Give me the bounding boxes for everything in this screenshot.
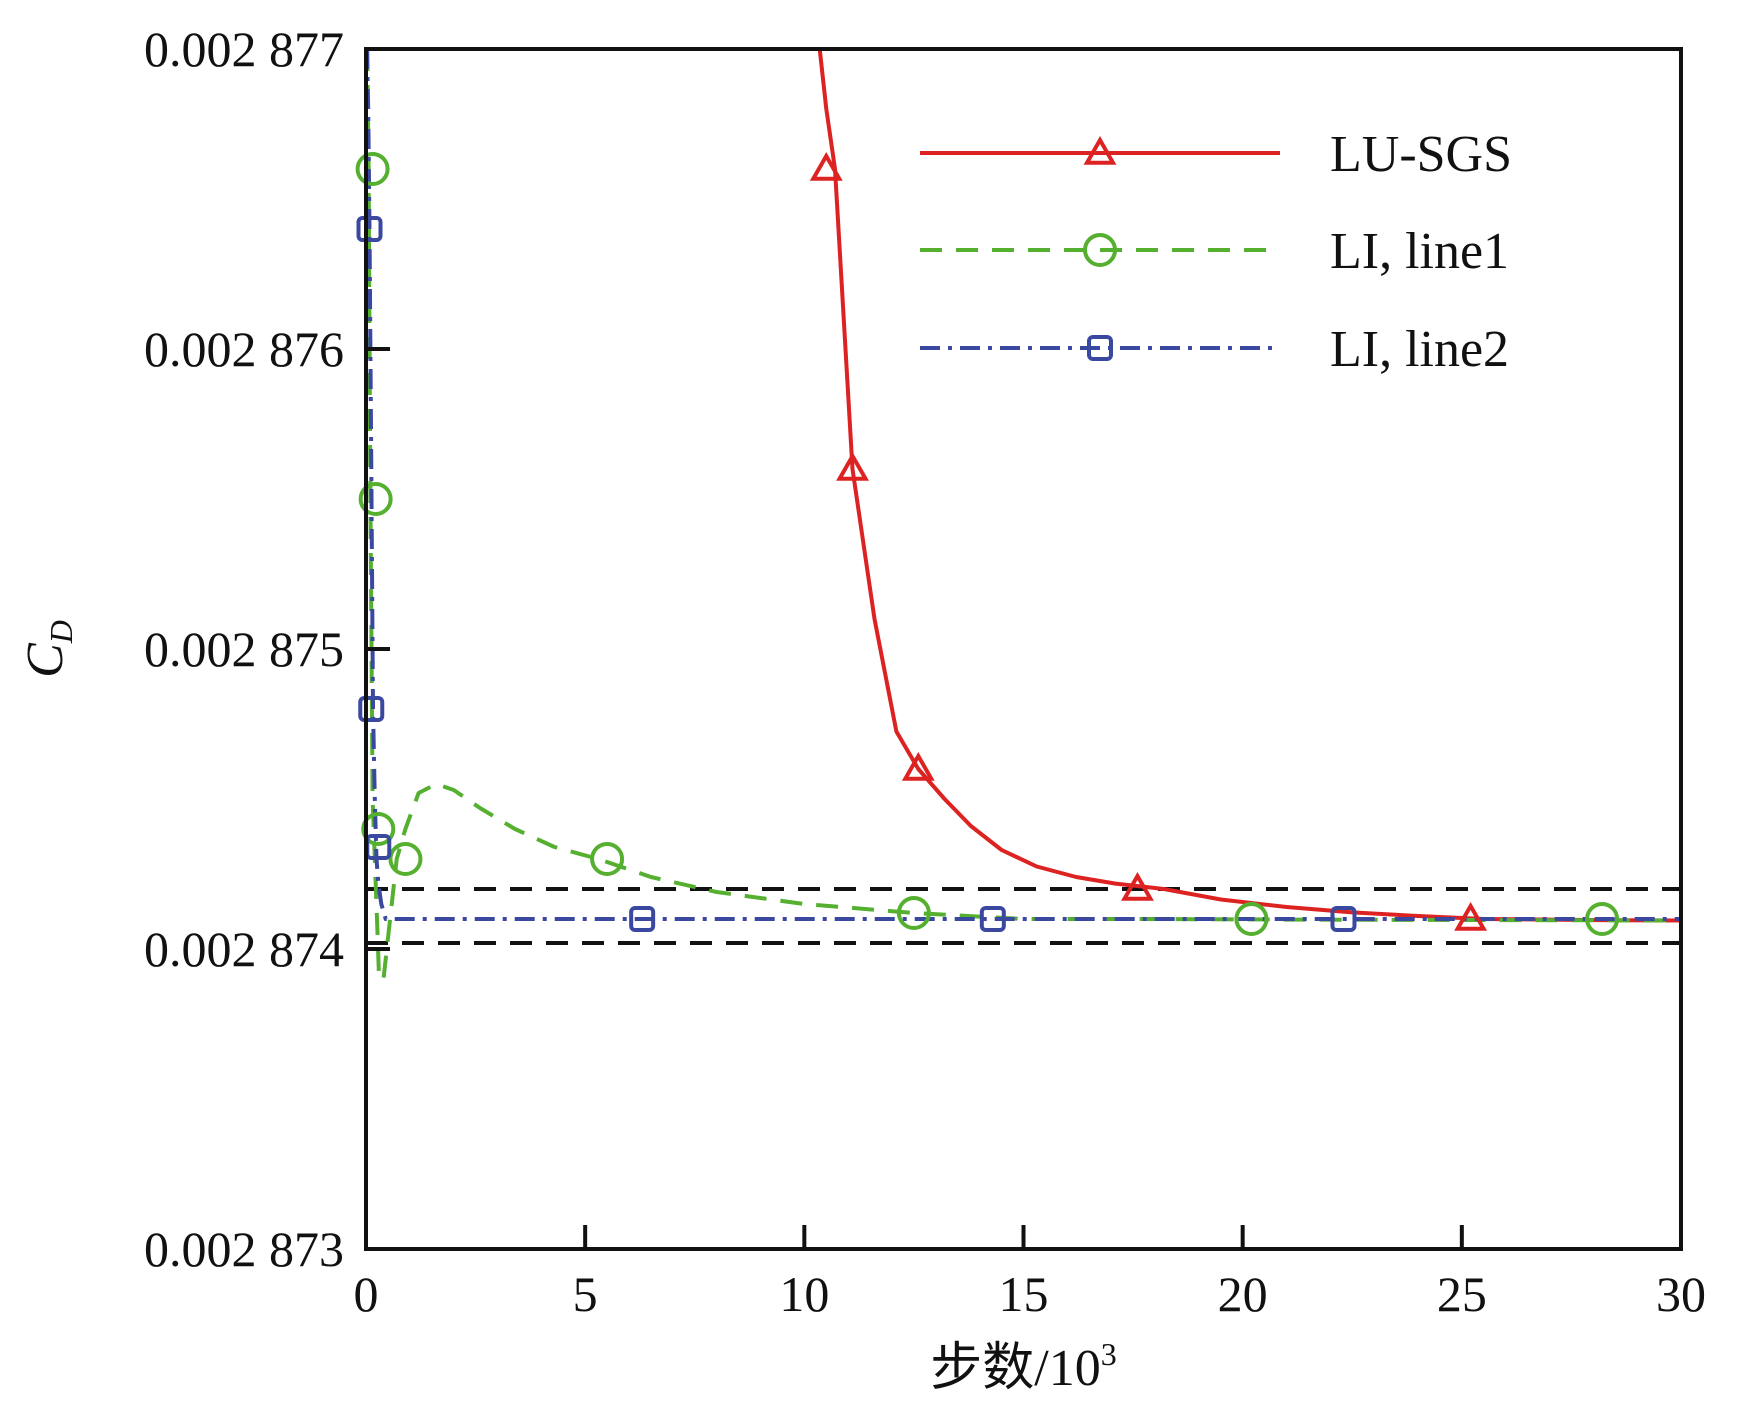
y-axis-title: CD — [17, 620, 79, 678]
series-2-marker — [355, 152, 390, 186]
legend: LU-SGS LI, line1 LI, line2 — [920, 126, 1512, 378]
series-1-marker — [901, 751, 935, 781]
markers-layer — [355, 151, 1620, 936]
series-2-marker — [1234, 902, 1269, 936]
legend-label: LU-SGS — [1330, 126, 1512, 183]
x-tick-label: 25 — [1437, 1266, 1487, 1322]
x-axis-title-superscript: 3 — [1101, 1336, 1117, 1372]
reference-lines — [366, 887, 1681, 945]
series-2-marker — [1585, 902, 1620, 936]
series-3-marker — [1330, 906, 1357, 932]
x-tick-label: 5 — [573, 1266, 598, 1322]
x-tick-label: 0 — [354, 1266, 379, 1322]
series-line-3 — [366, 49, 1681, 921]
x-tick-label: 20 — [1218, 1266, 1268, 1322]
series-1-marker — [809, 151, 843, 181]
y-axis-ticks: 0.002 873 0.002 874 0.002 875 0.002 876 0.00… — [144, 21, 390, 1277]
series-1-marker — [1121, 871, 1154, 901]
series-3-marker — [629, 906, 656, 932]
legend-entry: LI, line1 — [920, 223, 1509, 280]
series-layer — [366, 49, 1681, 981]
legend-marker — [1087, 335, 1113, 361]
series-2-marker — [590, 842, 625, 876]
y-tick-label: 0.002 873 — [144, 1221, 344, 1277]
y-axis-title-text: C — [17, 642, 74, 678]
series-2-marker — [388, 842, 423, 876]
series-3-marker — [979, 906, 1006, 932]
y-tick-label: 0.002 876 — [144, 321, 344, 377]
x-axis-title-text: 步数/10 — [930, 1340, 1100, 1397]
series-1-marker — [836, 451, 869, 481]
x-tick-label: 15 — [999, 1266, 1049, 1322]
legend-entry: LU-SGS — [920, 126, 1512, 183]
legend-entry: LI, line2 — [920, 321, 1509, 378]
series-3-marker — [356, 216, 383, 242]
legend-marker — [1083, 233, 1117, 267]
series-3-marker — [358, 696, 385, 722]
x-axis-title: 步数/103 — [930, 1336, 1116, 1397]
x-axis-ticks: 0 5 10 15 20 25 30 — [354, 1225, 1706, 1322]
series-2-marker — [361, 812, 396, 846]
y-tick-label: 0.002 874 — [144, 921, 344, 977]
x-tick-label: 10 — [779, 1266, 829, 1322]
legend-marker — [1083, 135, 1117, 165]
series-1-marker — [1454, 901, 1488, 931]
legend-label: LI, line1 — [1330, 223, 1509, 280]
x-tick-label: 30 — [1656, 1266, 1706, 1322]
legend-label: LI, line2 — [1330, 321, 1509, 378]
series-2-marker — [896, 896, 931, 930]
y-tick-label: 0.002 877 — [144, 21, 344, 77]
y-axis-title-subscript: D — [43, 620, 79, 644]
y-tick-label: 0.002 875 — [144, 621, 344, 677]
series-2-marker — [358, 482, 393, 516]
